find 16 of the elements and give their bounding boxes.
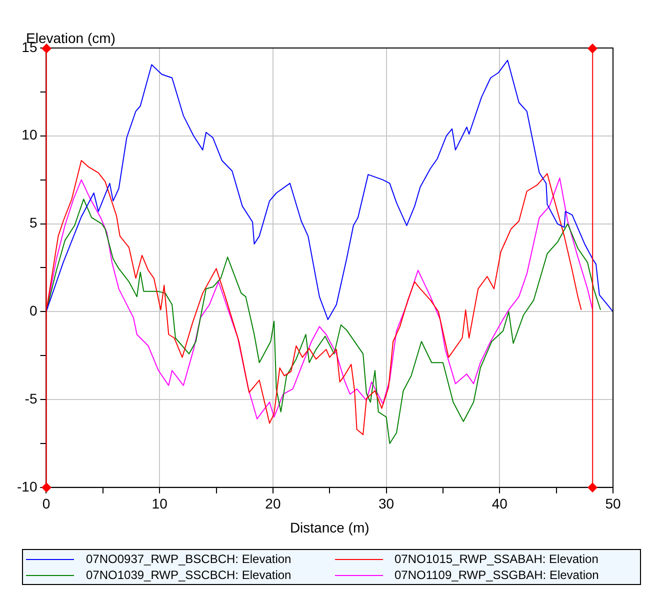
y-tick-label: -10 (17, 478, 38, 494)
x-tick-label: 40 (492, 496, 508, 512)
y-tick-label: -5 (24, 390, 38, 406)
legend-label: 07NO1039_RWP_SSCBCH: Elevation (86, 568, 292, 582)
x-tick-label: 10 (152, 496, 168, 512)
y-tick-label: 5 (29, 214, 38, 231)
x-tick-label: 0 (42, 496, 50, 512)
legend-label: 07NO1109_RWP_SSGBAH: Elevation (394, 568, 599, 582)
x-axis-title: Distance (m) (290, 519, 370, 536)
legend-label: 07NO1015_RWP_SSABAH: Elevation (394, 552, 598, 566)
y-tick-label: 10 (22, 126, 38, 143)
x-tick-label: 50 (605, 496, 621, 512)
x-tick-label: 20 (265, 496, 281, 512)
legend-label: 07NO0937_RWP_BSCBCH: Elevation (86, 552, 292, 566)
y-tick-label: 0 (29, 302, 38, 318)
x-tick-label: 30 (378, 496, 394, 512)
